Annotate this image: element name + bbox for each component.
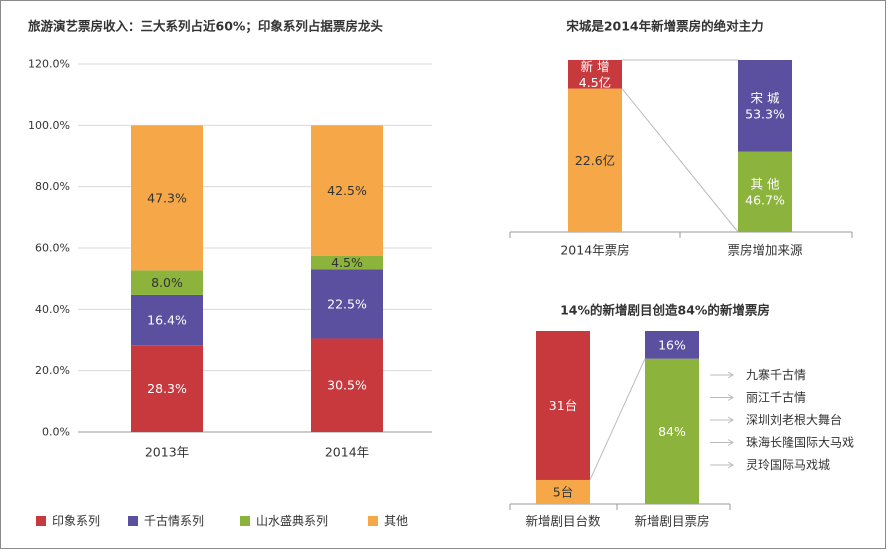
chart1-bar-segment [311, 338, 383, 432]
chart2-data-label: 4.5亿 [579, 75, 611, 90]
chart2-x-tick-label: 票房增加来源 [727, 243, 803, 258]
chart3-annotation-label: 灵玲国际马戏城 [746, 458, 830, 472]
chart2-title: 宋城是2014年新增票房的绝对主力 [565, 19, 763, 34]
chart1-bar-segment [311, 255, 383, 270]
chart2-bar-segment [568, 60, 622, 89]
chart3-annotation-arrowhead [727, 371, 734, 379]
chart1-y-tick-label: 40.0% [35, 303, 70, 316]
chart1-legend-label: 千古情系列 [144, 513, 204, 528]
chart1-x-tick-label: 2013年 [145, 445, 189, 460]
chart1-data-label: 30.5% [327, 378, 367, 393]
chart3-bar-segment [536, 479, 590, 504]
chart3-annotation-arrowhead [727, 394, 734, 401]
chart1-legend-label: 印象系列 [52, 514, 100, 528]
chart1-legend-swatch [368, 516, 378, 526]
chart3-annotation-label: 深圳刘老根大舞台 [746, 412, 842, 427]
chart1-legend-swatch [36, 516, 46, 526]
chart3-x-tick-label: 新增剧目票房 [634, 514, 709, 529]
chart3-annotation-label: 珠海长隆国际大马戏 [746, 435, 854, 450]
chart3-annotation-label: 九寨千古情 [746, 367, 806, 382]
chart1-legend-label: 山水盛典系列 [256, 513, 328, 528]
chart2-data-label: 53.3% [745, 106, 785, 121]
chart1-y-tick-label: 20.0% [35, 364, 70, 377]
chart1-bar-segment [131, 345, 203, 432]
chart1-data-label: 22.5% [327, 296, 367, 311]
chart3-bar-segment [645, 358, 699, 504]
chart1-y-tick-label: 120.0% [28, 58, 70, 71]
chart2-connector-line [621, 88, 739, 233]
chart2-bar-segment [568, 88, 622, 232]
chart3-annotation-arrowhead [727, 416, 734, 424]
chart1-bar-segment [311, 125, 383, 256]
chart2-segment-name: 新 增 [581, 59, 610, 74]
chart1-bar-segment [131, 294, 203, 346]
chart1-bar-segment [131, 270, 203, 295]
chart3-data-label: 5台 [553, 484, 573, 499]
chart3-x-tick-label: 新增剧目台数 [525, 514, 601, 529]
chart3-title: 14%的新增剧目创造84%的新增票房 [560, 303, 770, 318]
chart3-bar-segment [536, 331, 590, 480]
chart1-bar-segment [131, 125, 203, 271]
chart1-y-tick-label: 100.0% [28, 119, 70, 132]
chart3-connector-line [589, 358, 646, 481]
chart1-data-label: 16.4% [147, 313, 187, 328]
chart1-legend-swatch [240, 516, 250, 526]
chart2-data-label: 46.7% [745, 192, 785, 207]
chart1-data-label: 42.5% [327, 183, 367, 198]
chart3-bar-segment [645, 331, 699, 359]
chart1-legend-swatch [128, 516, 138, 526]
chart1-data-label: 4.5% [331, 255, 363, 270]
chart1-y-tick-label: 80.0% [35, 180, 70, 193]
chart1-y-tick-label: 0.0% [42, 426, 70, 439]
chart3-annotation-label: 丽江千古情 [746, 390, 806, 405]
chart2-segment-name: 其 他 [751, 176, 780, 191]
chart1-data-label: 28.3% [147, 381, 187, 396]
chart2-bar-segment [738, 151, 792, 232]
chart3-data-label: 31台 [549, 398, 577, 413]
chart1-y-tick-label: 60.0% [35, 242, 70, 255]
chart1-bar-segment [311, 269, 383, 339]
chart3-annotation-arrowhead [727, 439, 734, 446]
chart3-data-label: 84% [658, 424, 686, 439]
chart1-x-tick-label: 2014年 [325, 445, 369, 460]
chart2-x-tick-label: 2014年票房 [560, 243, 629, 258]
chart3-annotation-arrowhead [727, 461, 734, 469]
chart2-data-label: 22.6亿 [575, 153, 615, 168]
chart1-legend-label: 其他 [384, 514, 408, 528]
chart1-data-label: 8.0% [151, 275, 183, 290]
chart1-data-label: 47.3% [147, 190, 187, 205]
chart2-segment-name: 宋 城 [751, 90, 780, 105]
chart1-title: 旅游演艺票房收入：三大系列占近60%；印象系列占据票房龙头 [27, 19, 383, 34]
chart2-bar-segment [738, 60, 792, 152]
chart3-data-label: 16% [658, 337, 686, 352]
